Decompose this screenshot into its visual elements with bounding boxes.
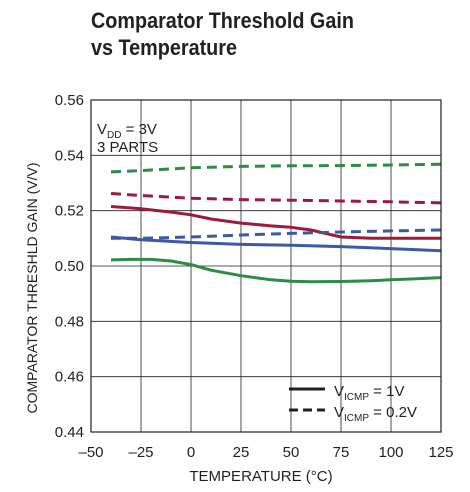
- series-layer: [110, 162, 442, 284]
- y-tick-label: 0.56: [55, 92, 84, 109]
- plot-frame: [90, 99, 442, 433]
- chart-title-line-2: vs Temperature: [91, 35, 237, 60]
- y-tick-label: 0.54: [55, 147, 84, 164]
- x-tick-label: 75: [333, 444, 350, 461]
- series-blue-dashed: [111, 228, 442, 240]
- series-red-dashed: [110, 192, 442, 205]
- y-axis-label: COMPARATOR THRESHLD GAIN (V/V): [24, 163, 40, 414]
- x-tick-labels: –50 –25 0 25 50 75 100 125: [78, 444, 453, 461]
- series-red-solid: [110, 205, 441, 240]
- x-tick-label: 100: [378, 444, 403, 461]
- legend: VICMP = 1V VICMP = 0.2V: [289, 383, 417, 424]
- x-axis-label: TEMPERATURE (°C): [189, 468, 332, 485]
- x-tick-label: 125: [428, 444, 453, 461]
- annotation-line-2: 3 PARTS: [97, 139, 158, 156]
- x-tick-label: 0: [187, 444, 195, 461]
- x-tick-label: 50: [283, 444, 300, 461]
- y-tick-label: 0.46: [55, 369, 84, 386]
- x-tick-label: –50: [78, 444, 103, 461]
- x-tick-label: –25: [128, 444, 153, 461]
- y-tick-label: 0.48: [55, 313, 84, 330]
- series-green-dashed: [110, 162, 442, 174]
- annotation-line-1: VDD = 3V: [97, 121, 157, 141]
- grid-lines: [91, 100, 441, 432]
- y-tick-label: 0.52: [55, 203, 84, 220]
- chart-title-line-1: Comparator Threshold Gain: [91, 8, 354, 33]
- y-tick-label: 0.44: [55, 424, 84, 441]
- x-tick-label: 25: [233, 444, 250, 461]
- y-tick-label: 0.50: [55, 258, 84, 275]
- legend-entry-solid: VICMP = 1V: [334, 383, 404, 403]
- series-blue-solid: [110, 235, 442, 253]
- series-green-solid: [110, 257, 442, 284]
- legend-entry-dashed: VICMP = 0.2V: [334, 404, 417, 424]
- y-tick-labels: 0.44 0.46 0.48 0.50 0.52 0.54 0.56: [55, 92, 84, 441]
